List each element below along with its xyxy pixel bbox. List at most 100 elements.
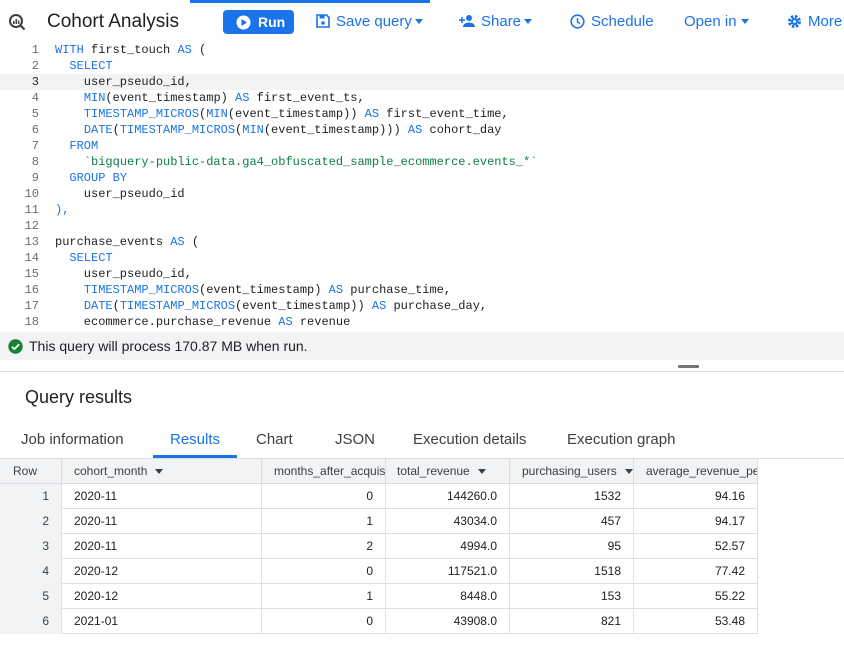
- code-line[interactable]: 9 GROUP BY: [0, 170, 844, 186]
- code-line[interactable]: 16 TIMESTAMP_MICROS(event_timestamp) AS …: [0, 282, 844, 298]
- code-text: purchase_events AS (: [55, 235, 200, 249]
- share-button[interactable]: Share: [459, 13, 535, 33]
- row-number: 1: [0, 484, 62, 509]
- column-header-label: cohort_month: [74, 464, 148, 478]
- code-line[interactable]: 14 SELECT: [0, 250, 844, 266]
- column-header-months-after-acquis[interactable]: months_after_acquis: [262, 459, 386, 484]
- column-header-label: total_revenue: [397, 464, 470, 478]
- more-button[interactable]: More: [787, 13, 844, 33]
- code-line[interactable]: 12: [0, 218, 844, 234]
- table-cell: 0: [262, 484, 386, 509]
- column-header-total-revenue[interactable]: total_revenue: [386, 459, 510, 484]
- results-title: Query results: [25, 387, 133, 407]
- line-number: 17: [24, 299, 39, 313]
- code-text: DATE(TIMESTAMP_MICROS(event_timestamp)) …: [83, 299, 488, 313]
- sql-editor[interactable]: 1 WITH first_touch AS (2 SELECT 3 user_pse…: [0, 41, 844, 332]
- code-line[interactable]: 4 MIN(event_timestamp) AS first_event_ts…: [0, 90, 844, 106]
- code-line[interactable]: 7 FROM: [0, 138, 844, 154]
- tab-execution-details[interactable]: Execution details: [413, 431, 527, 448]
- column-header-label: months_after_acquis: [274, 464, 386, 478]
- query-tab-icon: [9, 14, 26, 31]
- code-text: user_pseudo_id,: [55, 75, 192, 89]
- line-number: 15: [24, 267, 39, 281]
- line-number: 11: [24, 203, 39, 217]
- run-button[interactable]: Run: [223, 10, 294, 34]
- table-row[interactable]: 2 2020-11 1 43034.0 457 94.17: [0, 509, 758, 534]
- table-row[interactable]: 6 2021-01 0 43908.0 821 53.48: [0, 609, 758, 634]
- active-tab-indicator: [190, 0, 430, 3]
- code-text: SELECT: [69, 251, 113, 265]
- table-cell: 2020-11: [62, 509, 262, 534]
- tab-chart[interactable]: Chart: [256, 431, 293, 448]
- column-header-cohort-month[interactable]: cohort_month: [62, 459, 262, 484]
- sort-caret-icon[interactable]: [155, 469, 164, 475]
- code-text: user_pseudo_id,: [55, 267, 192, 281]
- table-cell: 43908.0: [386, 609, 510, 634]
- clock-icon: [570, 14, 585, 29]
- validation-bar: This query will process 170.87 MB when r…: [0, 332, 844, 360]
- table-cell: 821: [510, 609, 634, 634]
- tab-execution-graph[interactable]: Execution graph: [567, 431, 676, 448]
- resize-splitter[interactable]: [0, 360, 844, 372]
- code-line[interactable]: 17 DATE(TIMESTAMP_MICROS(event_timestamp…: [0, 298, 844, 314]
- code-text: user_pseudo_id: [55, 187, 185, 201]
- line-number: 8: [31, 155, 39, 169]
- table-cell: 153: [510, 584, 634, 609]
- sort-caret-icon[interactable]: [477, 469, 486, 475]
- code-text: SELECT: [69, 59, 113, 73]
- sort-caret-icon[interactable]: [624, 469, 633, 475]
- code-line[interactable]: 8 `bigquery-public-data.ga4_obfuscated_s…: [0, 154, 844, 170]
- save-query-button[interactable]: Save query: [316, 13, 424, 33]
- row-number: 5: [0, 584, 62, 609]
- table-row[interactable]: 4 2020-12 0 117521.0 1518 77.42: [0, 559, 758, 584]
- gear-icon: [787, 14, 802, 29]
- code-text: TIMESTAMP_MICROS(MIN(event_timestamp)) A…: [83, 107, 509, 121]
- table-cell: 117521.0: [386, 559, 510, 584]
- play-icon: [236, 15, 251, 30]
- table-row[interactable]: 5 2020-12 1 8448.0 153 55.22: [0, 584, 758, 609]
- column-header-purchasing-users[interactable]: purchasing_users: [510, 459, 634, 484]
- table-row[interactable]: 1 2020-11 0 144260.0 1532 94.16: [0, 484, 758, 509]
- open-in-button[interactable]: Open in: [684, 13, 750, 33]
- table-cell: 52.57: [634, 534, 758, 559]
- line-number: 2: [31, 59, 39, 73]
- save-icon: [316, 14, 330, 28]
- table-cell: 2020-12: [62, 584, 262, 609]
- table-cell: 0: [262, 609, 386, 634]
- code-line[interactable]: 13 purchase_events AS (: [0, 234, 844, 250]
- tab-job-information[interactable]: Job information: [21, 431, 124, 448]
- row-number: 2: [0, 509, 62, 534]
- line-number: 12: [24, 219, 39, 233]
- chevron-down-icon: [524, 19, 532, 24]
- code-line[interactable]: 11),: [0, 202, 844, 218]
- code-line[interactable]: 5 TIMESTAMP_MICROS(MIN(event_timestamp))…: [0, 106, 844, 122]
- tab-json[interactable]: JSON: [335, 431, 376, 448]
- drag-handle-icon[interactable]: [678, 365, 699, 368]
- line-number: 4: [31, 91, 39, 105]
- row-number: 3: [0, 534, 62, 559]
- table-cell: 1: [262, 584, 386, 609]
- chevron-down-icon: [741, 19, 749, 24]
- validation-message: This query will process 170.87 MB when r…: [29, 338, 308, 354]
- table-cell: 457: [510, 509, 634, 534]
- code-line[interactable]: 3 user_pseudo_id,: [0, 74, 844, 90]
- line-number: 1: [31, 43, 39, 57]
- code-text: DATE(TIMESTAMP_MICROS(MIN(event_timestam…: [83, 123, 502, 137]
- run-label: Run: [258, 14, 286, 30]
- code-line[interactable]: 10 user_pseudo_id: [0, 186, 844, 202]
- code-text: WITH first_touch AS (: [55, 43, 207, 57]
- table-cell: 1518: [510, 559, 634, 584]
- chevron-down-icon: [415, 19, 423, 24]
- code-line[interactable]: 15 user_pseudo_id,: [0, 266, 844, 282]
- schedule-label: Schedule: [591, 13, 654, 30]
- table-row[interactable]: 3 2020-11 2 4994.0 95 52.57: [0, 534, 758, 559]
- code-line[interactable]: 2 SELECT: [0, 58, 844, 74]
- code-line[interactable]: 6 DATE(TIMESTAMP_MICROS(MIN(event_timest…: [0, 122, 844, 138]
- column-header-Row[interactable]: Row: [0, 459, 62, 484]
- schedule-button[interactable]: Schedule: [570, 13, 656, 33]
- tab-results[interactable]: Results: [153, 423, 237, 458]
- column-header-average-revenue-per[interactable]: average_revenue_per: [634, 459, 758, 484]
- line-number: 7: [31, 139, 39, 153]
- code-line[interactable]: 18 ecommerce.purchase_revenue AS revenue: [0, 314, 844, 330]
- code-line[interactable]: 1 WITH first_touch AS (: [0, 42, 844, 58]
